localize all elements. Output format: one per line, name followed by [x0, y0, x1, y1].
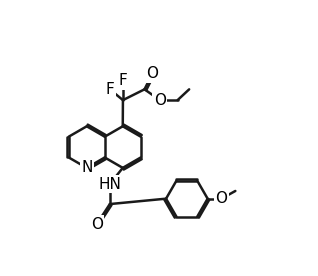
Text: O: O [154, 93, 166, 108]
Text: O: O [216, 191, 227, 206]
Text: O: O [146, 67, 158, 81]
Text: F: F [119, 73, 127, 88]
Text: N: N [81, 160, 93, 175]
Text: HN: HN [98, 177, 121, 192]
Text: F: F [106, 82, 114, 97]
Text: O: O [91, 217, 103, 232]
